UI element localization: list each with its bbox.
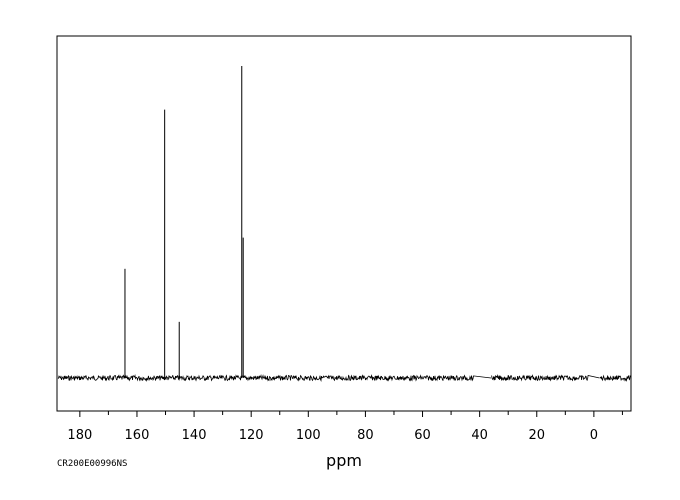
spectrum-code-label: CR200E00996NS: [57, 459, 127, 469]
peak-lines: [124, 66, 244, 378]
x-axis-ticks: 180 160 140 120 100 80 60 40 20 0: [67, 411, 623, 443]
x-tick-label-0: 0: [590, 428, 598, 443]
plot-frame: [56, 35, 632, 412]
x-tick-label-180: 180: [67, 428, 92, 443]
x-tick-label-40: 40: [471, 428, 488, 443]
baseline-noise: [57, 374, 631, 382]
x-tick-label-60: 60: [414, 428, 431, 443]
x-tick-label-120: 120: [239, 428, 264, 443]
baseline-trace: [57, 374, 631, 382]
x-tick-label-140: 140: [182, 428, 207, 443]
x-tick-label-160: 160: [125, 428, 150, 443]
x-tick-label-20: 20: [528, 428, 545, 443]
x-tick-label-100: 100: [296, 428, 321, 443]
x-axis-title: ppm: [326, 451, 362, 470]
x-tick-label-80: 80: [357, 428, 374, 443]
